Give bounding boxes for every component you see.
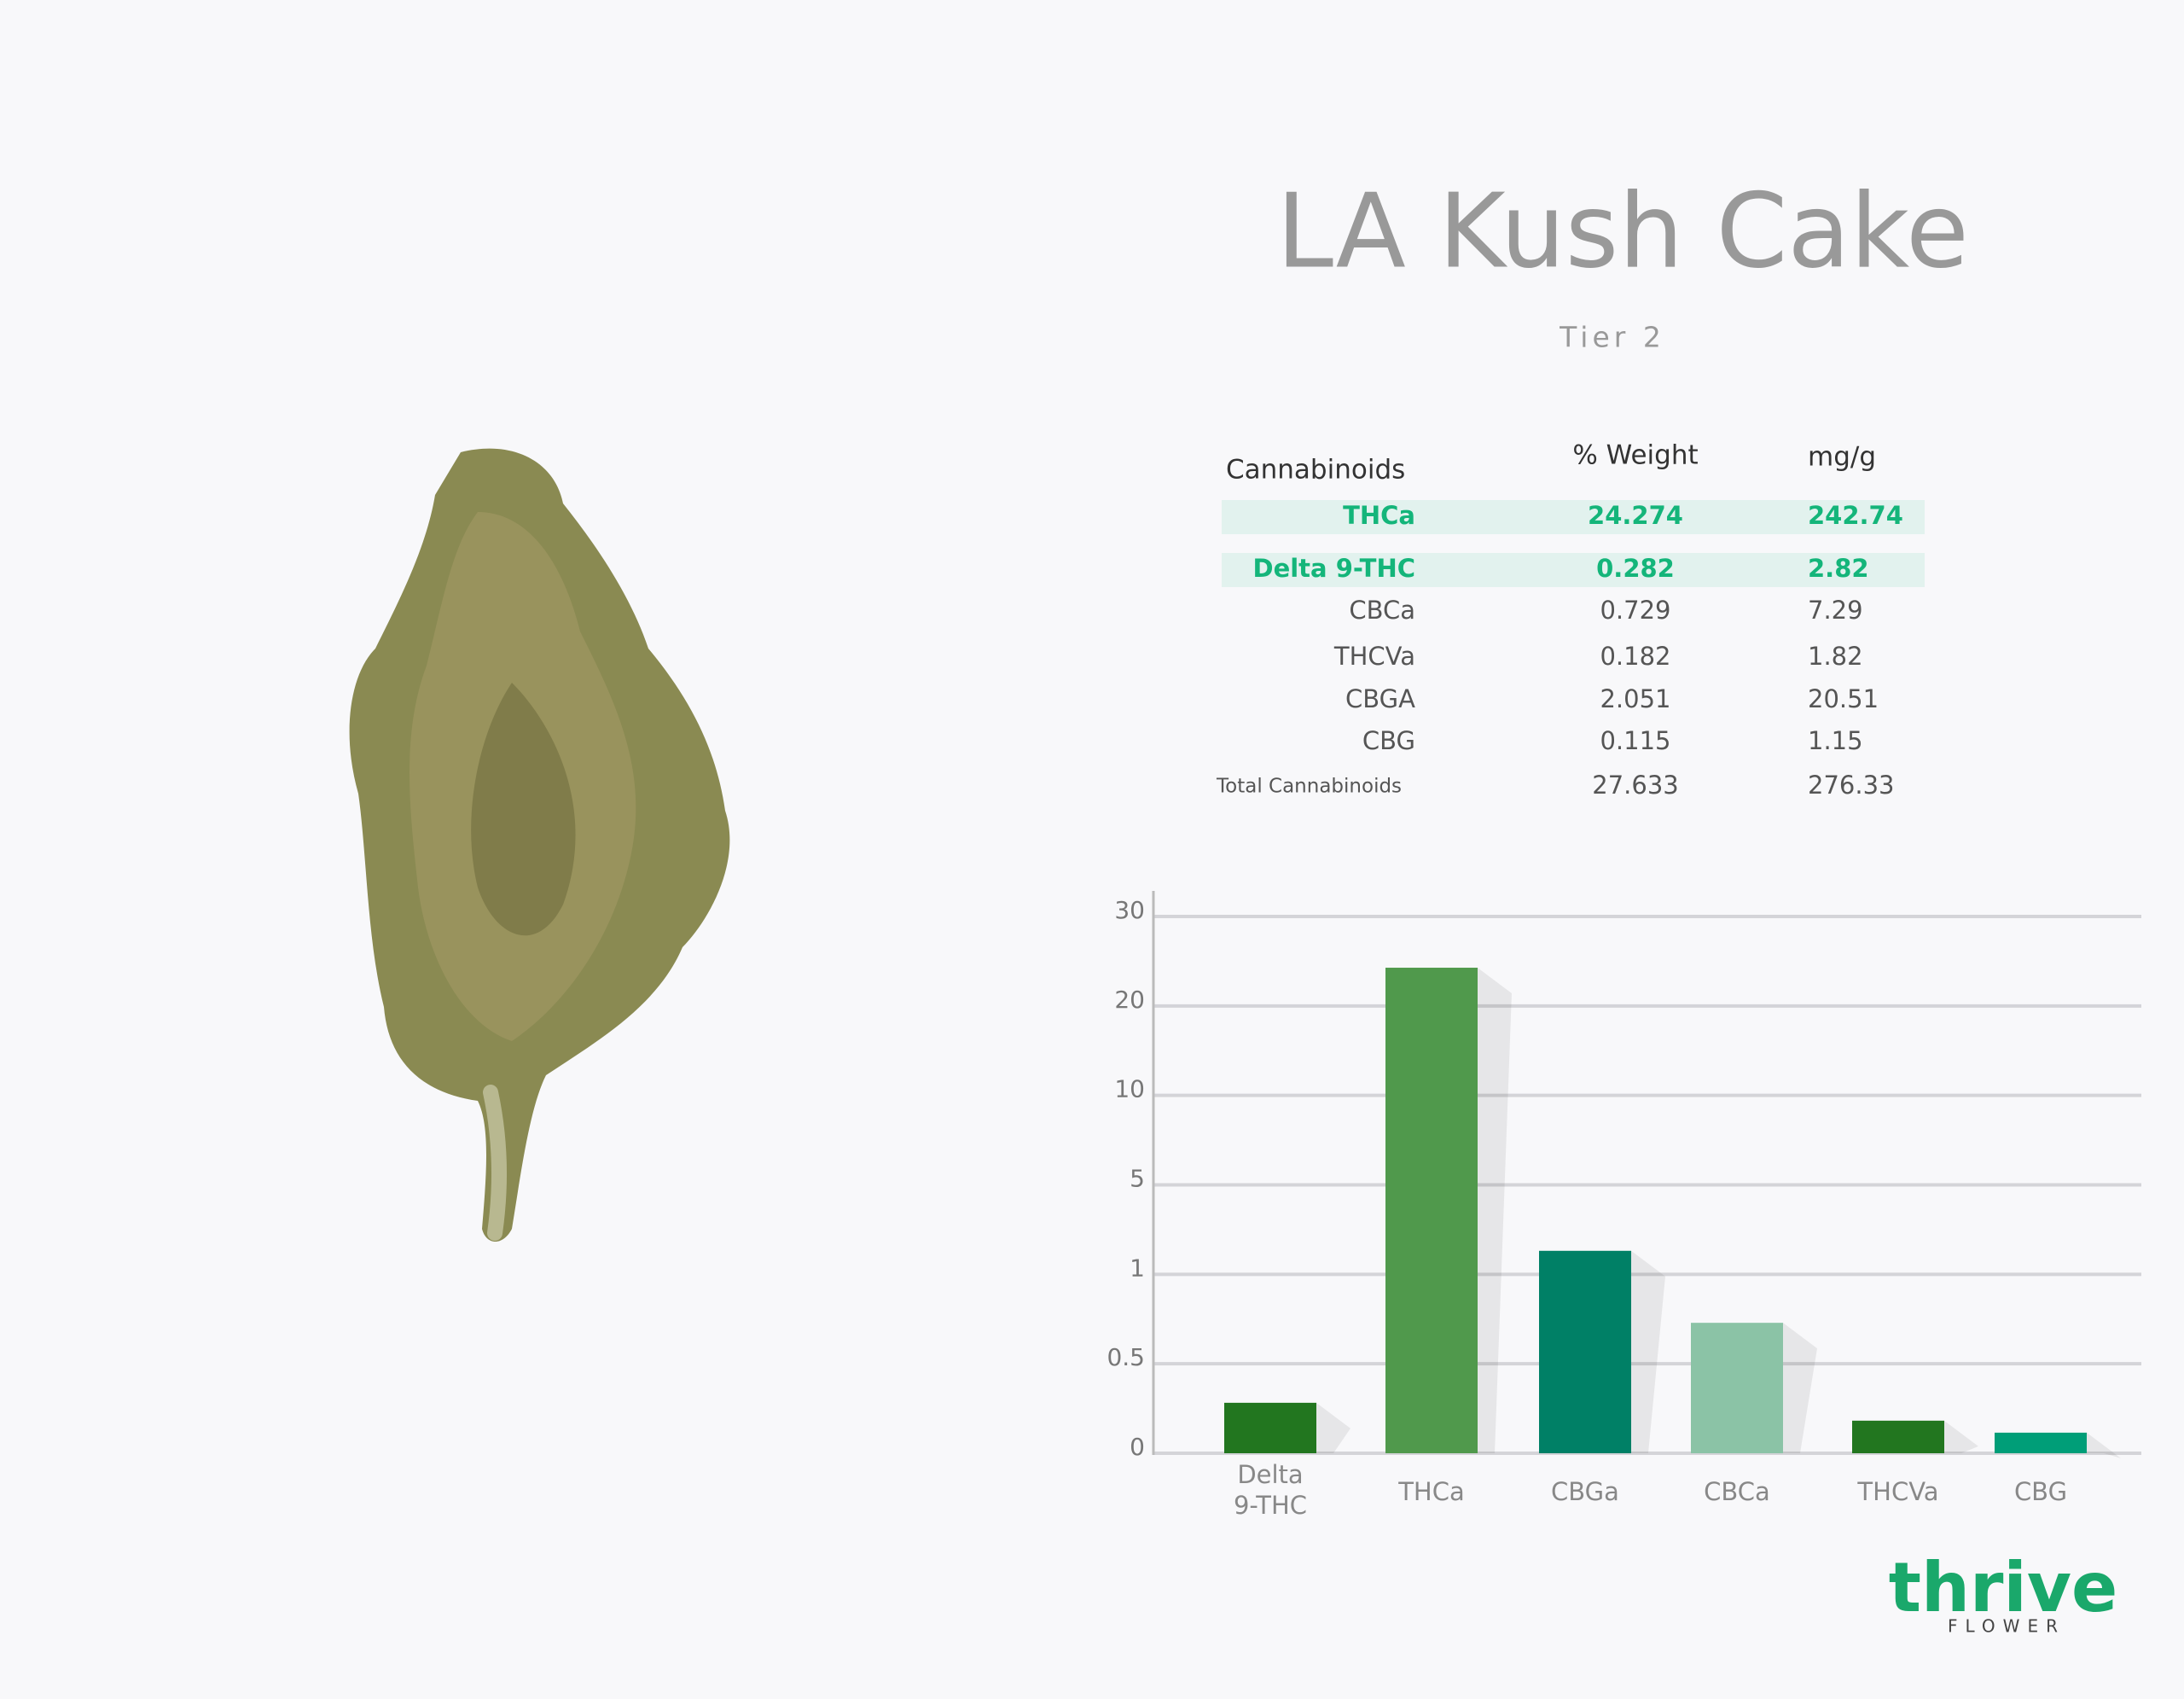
column-header: % Weight [1572,440,1698,471]
y-tick-label: 10 [1114,1075,1145,1103]
row-highlight [1222,553,1925,587]
bar-shadow [1944,1420,1978,1453]
table-cell: 24.274 [1588,501,1683,530]
table-cell: 0.282 [1596,554,1675,583]
y-tick-label: 1 [1130,1254,1145,1282]
x-tick-label: Delta 9-THC [1233,1460,1308,1520]
y-tick-label: 5 [1130,1165,1145,1193]
table-cell: 2.051 [1600,684,1670,713]
table-cell: 7.29 [1808,596,1863,625]
bar [1852,1420,1944,1453]
x-tick-label-box: THCa [1398,1477,1465,1506]
y-tick-label: 30 [1114,896,1145,924]
x-tick-label-box: CBGa [1551,1477,1619,1506]
total-cell: 276.33 [1808,771,1894,800]
x-tick-label: THCa [1398,1477,1465,1506]
logo-tagline: FLOWER [1948,1616,2065,1637]
x-tick-label-box: Delta 9-THC [1233,1460,1308,1520]
x-tick-label-box: CBCa [1704,1477,1770,1506]
bar [1224,1402,1316,1453]
logo-name: thrive [1889,1548,2117,1627]
table-cell: CBCa [1349,596,1415,625]
table-cell: Delta 9-THC [1253,554,1416,583]
x-tick-label-box: CBG [2013,1477,2068,1506]
bar [1995,1432,2087,1453]
subtitle: Tier 2 [1559,321,1665,354]
bar-shadow [1316,1402,1350,1453]
x-tick-label-box: THCVa [1857,1477,1939,1506]
total-cell: 27.633 [1592,771,1678,800]
y-tick-label: 0 [1130,1433,1145,1461]
bar-shadow [2087,1432,2121,1458]
x-tick-label: CBGa [1551,1477,1619,1506]
table-cell: 2.82 [1808,554,1869,583]
y-tick-label: 20 [1114,986,1145,1014]
table-cell: 0.182 [1600,642,1670,671]
table-cell: THCVa [1333,642,1415,671]
row-highlight [1222,500,1925,534]
column-header: Cannabinoids [1226,455,1405,486]
cannabinoid-table: Cannabinoids % Weight mg/g THCa 24.274 242.74… [1216,440,1925,800]
table-cell: 1.15 [1808,726,1863,755]
bar-shadow [1478,968,1512,1453]
bar-chart: 0 0.5 1 5 10 20 30 Delta 9-THC THCa CBGa CBCa THCVa… [1107,891,2141,1520]
table-cell: 0.729 [1600,596,1670,625]
table-cell: 242.74 [1808,501,1903,530]
bar [1691,1323,1783,1453]
bar [1385,968,1478,1453]
title: LA Kush Cake [1276,173,1969,292]
bar [1539,1250,1631,1453]
table-cell: 20.51 [1808,684,1879,713]
total-cell: Total Cannabinoids [1216,776,1402,798]
table-cell: CBG [1362,726,1415,755]
x-tick-label: CBCa [1704,1477,1770,1506]
bar-shadow [1631,1250,1665,1453]
table-cell: THCa [1343,501,1415,530]
flower-image [349,448,730,1242]
table-cell: CBGA [1345,684,1415,713]
x-tick-label: THCVa [1857,1477,1939,1506]
x-tick-label: CBG [2013,1477,2068,1506]
table-cell: 1.82 [1808,642,1863,671]
bar-shadow [1783,1323,1817,1453]
table-cell: 0.115 [1600,726,1670,755]
column-header: mg/g [1808,442,1876,473]
y-tick-label: 0.5 [1107,1343,1145,1371]
